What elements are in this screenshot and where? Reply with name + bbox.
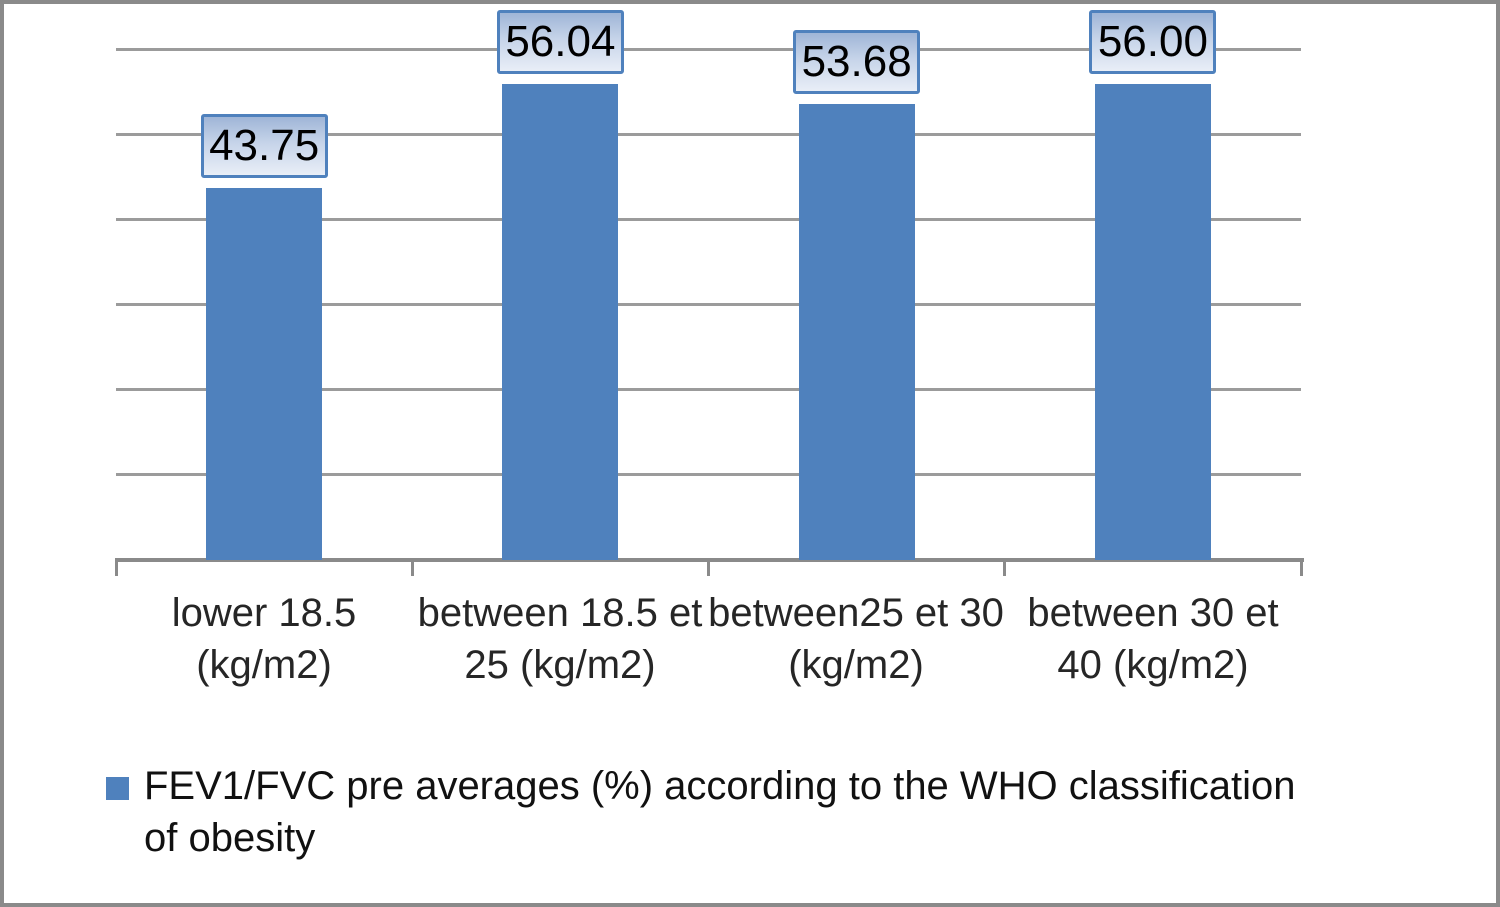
x-axis-tick-1 xyxy=(114,560,118,576)
data-label-2: 56.04 xyxy=(496,9,624,74)
x-axis-tick-4 xyxy=(1003,560,1007,576)
x-axis-label-1-line-2: (kg/m2) xyxy=(196,643,332,687)
gridline-50 xyxy=(116,133,1301,136)
x-axis-label-3: between25 et 30 (kg/m2) xyxy=(708,587,1004,691)
x-axis-label-4: between 30 et 40 (kg/m2) xyxy=(1005,587,1301,691)
x-axis-tick-2 xyxy=(410,560,414,576)
legend-text-line-1: FEV1/FVC pre averages (%) according to t… xyxy=(144,764,1296,808)
gridline-20 xyxy=(116,388,1301,391)
x-axis-tick-3 xyxy=(707,560,710,576)
bar-4 xyxy=(1094,84,1211,560)
gridline-40 xyxy=(116,218,1301,221)
x-axis-label-2: between 18.5 et 25 (kg/m2) xyxy=(412,587,708,691)
bar-3 xyxy=(798,103,915,560)
x-axis-label-1-line-1: lower 18.5 xyxy=(171,591,357,635)
x-axis-label-2-line-2: 25 (kg/m2) xyxy=(464,643,656,687)
bar-1 xyxy=(206,188,323,560)
data-label-4: 56.00 xyxy=(1089,10,1217,74)
data-label-1: 43.75 xyxy=(200,114,328,179)
x-axis-label-4-line-2: 40 (kg/m2) xyxy=(1057,643,1249,687)
legend-text-line-2: of obesity xyxy=(144,816,316,860)
x-axis-label-1: lower 18.5 (kg/m2) xyxy=(116,587,412,691)
x-axis-label-4-line-1: between 30 et xyxy=(1027,591,1279,635)
plot-area: 43.75 56.04 53.68 56.00 xyxy=(4,4,1496,903)
gridline-30 xyxy=(116,303,1301,306)
bar-2 xyxy=(502,83,619,560)
x-axis-label-3-line-1: between25 et 30 xyxy=(708,591,1004,635)
gridline-10 xyxy=(116,473,1301,476)
x-axis-tick-5 xyxy=(1299,560,1303,576)
x-axis-label-2-line-1: between 18.5 et xyxy=(417,591,703,635)
data-label-3: 53.68 xyxy=(793,29,921,94)
gridline-60 xyxy=(116,48,1301,51)
legend-text: FEV1/FVC pre averages (%) according to t… xyxy=(144,760,1296,864)
x-axis-label-3-line-2: (kg/m2) xyxy=(788,643,924,687)
legend-marker-square-icon xyxy=(106,777,129,800)
